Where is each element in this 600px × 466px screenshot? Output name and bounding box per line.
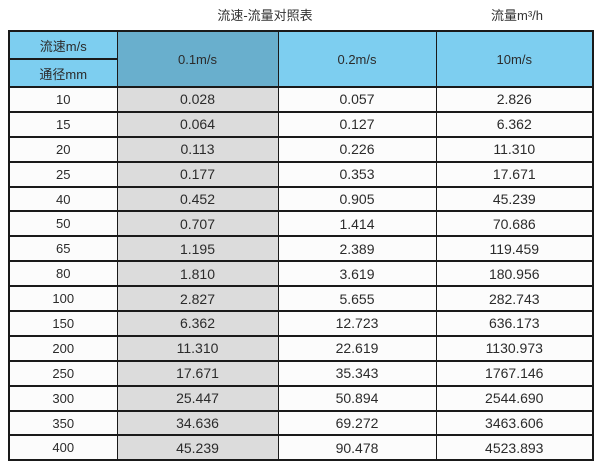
value-cell: 636.173: [435, 310, 594, 337]
value-cell: 70.686: [435, 210, 594, 238]
table-row: 150 6.362 12.723 636.173: [8, 310, 594, 337]
value-cell: 45.239: [116, 434, 279, 462]
diameter-cell: 100: [8, 285, 118, 313]
value-cell: 69.272: [277, 409, 437, 437]
table-row: 65 1.195 2.389 119.459: [8, 235, 594, 263]
diameter-cell: 20: [8, 135, 118, 163]
value-cell: 34.636: [116, 409, 279, 437]
flow-table: 流速m/s 0.1m/s 0.2m/s 10m/s 通径mm 10 0.028 …: [8, 30, 594, 462]
value-cell: 2.826: [435, 86, 594, 113]
table-row: 250 17.671 35.343 1767.146: [8, 359, 594, 387]
table-row: 50 0.707 1.414 70.686: [8, 210, 594, 238]
value-cell: 0.028: [116, 86, 279, 113]
value-cell: 11.310: [116, 334, 279, 362]
value-cell: 0.226: [277, 135, 437, 163]
value-cell: 0.057: [277, 86, 437, 113]
value-cell: 0.905: [277, 185, 437, 213]
value-cell: 2544.690: [435, 384, 594, 412]
value-cell: 282.743: [435, 285, 594, 313]
value-cell: 17.671: [116, 359, 279, 387]
value-cell: 90.478: [277, 434, 437, 462]
value-cell: 0.177: [116, 160, 279, 188]
table-row: 15 0.064 0.127 6.362: [8, 110, 594, 138]
value-cell: 4523.893: [435, 434, 594, 462]
diameter-cell: 200: [8, 334, 118, 362]
value-cell: 3463.606: [435, 409, 594, 437]
diameter-cell: 15: [8, 110, 118, 138]
value-cell: 5.655: [277, 285, 437, 313]
table-row: 100 2.827 5.655 282.743: [8, 285, 594, 313]
table-row: 10 0.028 0.057 2.826: [8, 86, 594, 113]
diameter-cell: 150: [8, 310, 118, 337]
table-row: 40 0.452 0.905 45.239: [8, 185, 594, 213]
table-row: 350 34.636 69.272 3463.606: [8, 409, 594, 437]
value-cell: 6.362: [116, 310, 279, 337]
column-header-0.1ms: 0.1m/s: [116, 30, 279, 88]
table-row: 300 25.447 50.894 2544.690: [8, 384, 594, 412]
table-title: 流速-流量对照表: [217, 8, 313, 23]
value-cell: 45.239: [435, 185, 594, 213]
value-cell: 2.827: [116, 285, 279, 313]
column-header-10ms: 10m/s: [435, 30, 594, 88]
value-cell: 1.195: [116, 235, 279, 263]
value-cell: 25.447: [116, 384, 279, 412]
value-cell: 2.389: [277, 235, 437, 263]
table-row: 200 11.310 22.619 1130.973: [8, 334, 594, 362]
diameter-cell: 350: [8, 409, 118, 437]
value-cell: 3.619: [277, 260, 437, 288]
corner-velocity-header: 流速m/s: [8, 30, 118, 60]
value-cell: 180.956: [435, 260, 594, 288]
diameter-cell: 65: [8, 235, 118, 263]
diameter-cell: 300: [8, 384, 118, 412]
value-cell: 6.362: [435, 110, 594, 138]
value-cell: 1767.146: [435, 359, 594, 387]
value-cell: 1130.973: [435, 334, 594, 362]
value-cell: 50.894: [277, 384, 437, 412]
value-cell: 119.459: [435, 235, 594, 263]
table-row: 80 1.810 3.619 180.956: [8, 260, 594, 288]
table-body: 10 0.028 0.057 2.826 15 0.064 0.127 6.36…: [8, 86, 594, 462]
header-row-diameter: 通径mm: [8, 58, 593, 88]
value-cell: 11.310: [435, 135, 594, 163]
value-cell: 35.343: [277, 359, 437, 387]
flow-table-header: 流速m/s 0.1m/s 0.2m/s 10m/s 通径mm: [8, 30, 594, 88]
diameter-cell: 50: [8, 210, 118, 238]
value-cell: 0.064: [116, 110, 279, 138]
table-row: 25 0.177 0.353 17.671: [8, 160, 594, 188]
diameter-cell: 25: [8, 160, 118, 188]
value-cell: 12.723: [277, 310, 437, 337]
diameter-cell: 400: [8, 434, 118, 462]
table-row: 20 0.113 0.226 11.310: [8, 135, 594, 163]
value-cell: 0.353: [277, 160, 437, 188]
header-row-velocity: 流速m/s 0.1m/s 0.2m/s 10m/s: [8, 30, 594, 88]
diameter-cell: 250: [8, 359, 118, 387]
value-cell: 1.810: [116, 260, 279, 288]
value-cell: 0.452: [116, 185, 279, 213]
flow-unit-label: 流量m³/h: [490, 8, 543, 23]
diameter-cell: 80: [8, 260, 118, 288]
value-cell: 17.671: [435, 160, 594, 188]
value-cell: 22.619: [277, 334, 437, 362]
diameter-cell: 40: [8, 185, 118, 213]
value-cell: 0.113: [116, 135, 279, 163]
value-cell: 0.127: [277, 110, 437, 138]
value-cell: 1.414: [277, 210, 437, 238]
corner-diameter-header: 通径mm: [8, 58, 118, 88]
value-cell: 0.707: [116, 210, 279, 238]
diameter-cell: 10: [8, 86, 118, 113]
table-row: 400 45.239 90.478 4523.893: [8, 434, 594, 462]
column-header-0.2ms: 0.2m/s: [277, 30, 437, 88]
